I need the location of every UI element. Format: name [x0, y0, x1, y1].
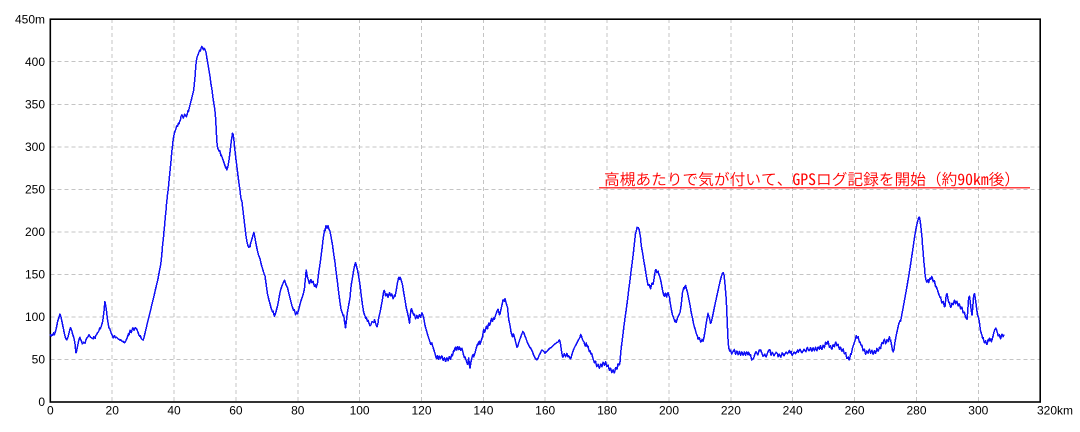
svg-text:280: 280 [906, 404, 926, 418]
svg-text:50: 50 [32, 353, 46, 367]
svg-text:100: 100 [25, 310, 45, 324]
svg-text:80: 80 [291, 404, 305, 418]
svg-text:100: 100 [350, 404, 370, 418]
svg-text:220: 220 [721, 404, 741, 418]
svg-text:350: 350 [25, 98, 45, 112]
svg-text:450m: 450m [15, 12, 45, 26]
svg-text:150: 150 [25, 268, 45, 282]
svg-text:400: 400 [25, 55, 45, 69]
svg-text:20: 20 [106, 404, 120, 418]
svg-text:160: 160 [535, 404, 555, 418]
svg-text:250: 250 [25, 183, 45, 197]
svg-text:240: 240 [783, 404, 803, 418]
svg-text:0: 0 [47, 404, 54, 418]
svg-text:260: 260 [845, 404, 865, 418]
svg-text:0: 0 [38, 395, 45, 409]
svg-text:60: 60 [229, 404, 243, 418]
svg-text:40: 40 [167, 404, 181, 418]
svg-text:120: 120 [411, 404, 431, 418]
svg-text:300: 300 [968, 404, 988, 418]
svg-text:200: 200 [659, 404, 679, 418]
svg-text:180: 180 [597, 404, 617, 418]
svg-text:200: 200 [25, 225, 45, 239]
svg-text:300: 300 [25, 140, 45, 154]
svg-text:140: 140 [473, 404, 493, 418]
svg-text:320km: 320km [1037, 404, 1073, 418]
